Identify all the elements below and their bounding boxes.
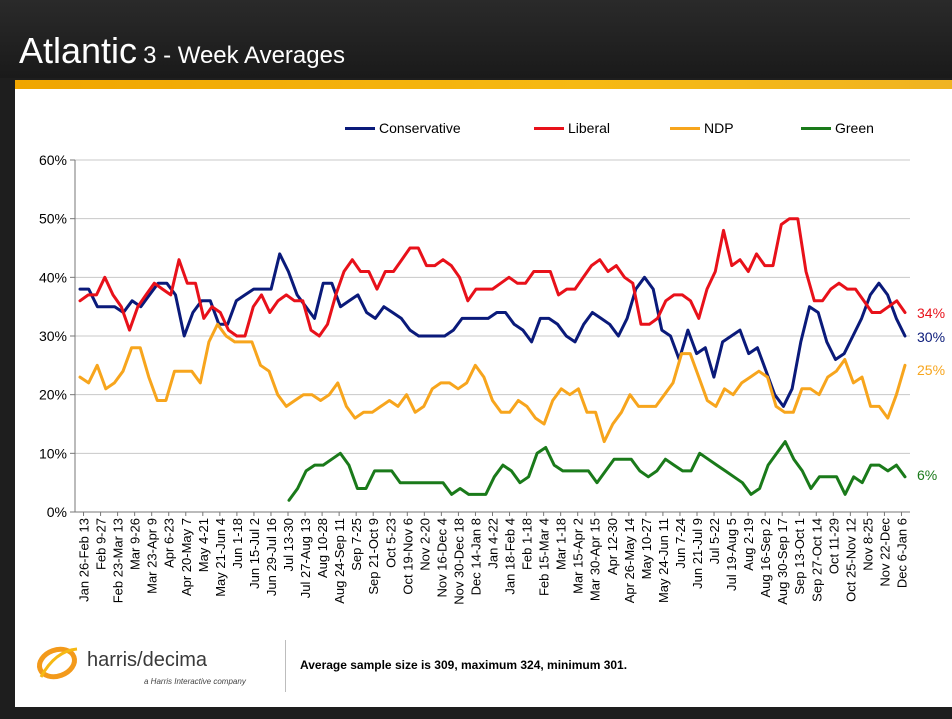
legend-item-conservative: Conservative (345, 118, 461, 138)
x-tick-label: Jul 27-Aug 13 (298, 518, 313, 598)
y-tick-label: 60% (39, 152, 67, 168)
x-tick-label: Jun 15-Jul 2 (247, 518, 262, 589)
x-tick-label: Aug 10-28 (315, 518, 330, 578)
legend-label-green: Green (835, 120, 874, 136)
x-tick-label: Nov 2-20 (417, 518, 432, 571)
x-tick-label: Nov 30-Dec 18 (451, 518, 466, 605)
footer-divider (285, 640, 286, 692)
x-tick-label: Aug 24-Sep 11 (332, 518, 347, 604)
x-tick-label: May 10-27 (639, 518, 654, 579)
logo-tagline: a Harris Interactive company (144, 677, 246, 686)
x-tick-label: Feb 15-Mar 4 (537, 518, 552, 596)
legend-swatch-conservative (345, 126, 375, 130)
x-tick-label: Jul 13-30 (281, 518, 296, 571)
y-tick-label: 50% (39, 211, 67, 227)
x-tick-label: Jun 7-24 (673, 518, 688, 569)
x-tick-label: Jan 4-22 (486, 518, 501, 569)
y-tick-label: 20% (39, 387, 67, 403)
x-tick-label: Apr 26-May 14 (622, 518, 637, 603)
legend-label-liberal: Liberal (568, 120, 611, 136)
x-tick-label: Aug 2-19 (741, 518, 756, 571)
harris-decima-logo: harris/decima a Harris Interactive compa… (35, 643, 275, 691)
y-tick-label: 0% (47, 504, 67, 520)
x-tick-label: Oct 25-Nov 12 (843, 518, 858, 602)
end-label-liberal: 34% (917, 305, 946, 321)
x-tick-label: Jan 26-Feb 13 (77, 518, 92, 602)
x-tick-label: Nov 22-Dec (877, 518, 892, 587)
x-tick-label: Sep 27-Oct 14 (809, 518, 824, 602)
x-tick-label: Jun 29-Jul 16 (264, 518, 279, 596)
title-bar: Atlantic 3 - Week Averages (0, 0, 952, 78)
x-tick-label: Sep 13-Oct 1 (792, 518, 807, 595)
legend-label-conservative: Conservative (379, 120, 461, 136)
chart-panel (15, 89, 952, 707)
legend-swatch-liberal (534, 126, 564, 130)
series-line-conservative (78, 252, 907, 408)
end-label-ndp: 25% (917, 362, 946, 378)
x-tick-label: Jun 1-18 (230, 518, 245, 569)
series-line-liberal (78, 217, 907, 338)
x-tick-label: Mar 9-26 (128, 518, 143, 570)
sample-size-note: Average sample size is 309, maximum 324,… (300, 658, 628, 672)
x-tick-label: Jun 21-Jul 9 (690, 518, 705, 589)
legend-item-liberal: Liberal (534, 118, 610, 138)
x-tick-label: Nov 16-Dec 4 (434, 518, 449, 597)
x-tick-label: Dec 14-Jan 8 (468, 518, 483, 595)
x-tick-label: Sep 21-Oct 9 (366, 518, 381, 595)
y-tick-label: 40% (39, 269, 67, 285)
x-tick-label: Feb 9-27 (94, 518, 109, 570)
chart-legend: Conservative Liberal NDP Green (345, 118, 905, 138)
slide-title: Atlantic 3 - Week Averages (19, 30, 345, 72)
logo-swoosh-icon (37, 646, 78, 680)
x-tick-label: May 4-21 (196, 518, 211, 572)
x-tick-label: Apr 6-23 (162, 518, 177, 568)
end-label-green: 6% (917, 467, 938, 483)
legend-item-ndp: NDP (670, 118, 734, 138)
x-tick-label: Jul 5-22 (707, 518, 722, 564)
x-tick-label: May 21-Jun 4 (213, 518, 228, 597)
logo-wordmark: harris/decima (87, 649, 208, 671)
end-label-conservative: 30% (917, 329, 946, 345)
legend-label-ndp: NDP (704, 120, 734, 136)
y-tick-label: 10% (39, 445, 67, 461)
x-tick-label: Oct 19-Nov 6 (400, 518, 415, 595)
x-tick-label: Nov 8-25 (860, 518, 875, 571)
x-tick-label: Dec 6-Jan 6 (894, 518, 909, 588)
x-tick-label: Mar 30-Apr 15 (588, 518, 603, 601)
x-tick-label: Mar 15-Apr 2 (571, 518, 586, 594)
x-tick-label: Oct 11-29 (826, 518, 841, 574)
series-line-green (287, 440, 907, 502)
x-tick-label: Jan 18-Feb 4 (503, 518, 518, 595)
x-tick-label: Sep 7-25 (349, 518, 364, 571)
legend-item-green: Green (801, 118, 874, 138)
title-region: Atlantic (19, 30, 138, 71)
x-tick-label: Mar 1-18 (554, 518, 569, 570)
x-tick-label: Feb 23-Mar 13 (111, 518, 126, 603)
x-tick-label: Aug 30-Sep 17 (775, 518, 790, 605)
series-line-ndp (78, 322, 907, 444)
legend-swatch-ndp (670, 126, 700, 130)
title-subtitle: 3 - Week Averages (143, 42, 345, 69)
x-tick-label: Apr 12-30 (605, 518, 620, 575)
y-tick-label: 30% (39, 328, 67, 344)
x-tick-label: Oct 5-23 (383, 518, 398, 568)
x-tick-label: Apr 20-May 7 (179, 518, 194, 596)
x-tick-label: May 24-Jun 11 (656, 518, 671, 603)
legend-swatch-green (801, 126, 831, 130)
accent-rule (15, 80, 952, 89)
x-tick-label: Jul 19-Aug 5 (724, 518, 739, 591)
x-tick-label: Aug 16-Sep 2 (758, 518, 773, 598)
x-tick-label: Feb 1-18 (520, 518, 535, 570)
x-tick-label: Mar 23-Apr 9 (145, 518, 160, 594)
